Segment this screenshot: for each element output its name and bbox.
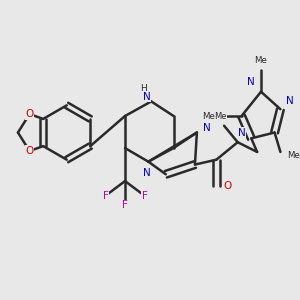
Text: N: N	[203, 123, 211, 133]
Text: N: N	[286, 96, 294, 106]
Text: Me: Me	[214, 112, 226, 121]
Text: N: N	[248, 77, 255, 87]
Text: Me: Me	[202, 112, 215, 121]
Text: N: N	[142, 168, 150, 178]
Text: N: N	[238, 128, 245, 137]
Text: O: O	[26, 146, 34, 156]
Text: F: F	[122, 200, 128, 210]
Text: O: O	[224, 181, 232, 191]
Text: F: F	[103, 191, 109, 201]
Text: Me: Me	[255, 56, 267, 65]
Text: N: N	[142, 92, 150, 102]
Text: Me: Me	[288, 151, 300, 160]
Text: O: O	[26, 109, 34, 119]
Text: H: H	[140, 84, 147, 93]
Text: F: F	[142, 191, 147, 201]
